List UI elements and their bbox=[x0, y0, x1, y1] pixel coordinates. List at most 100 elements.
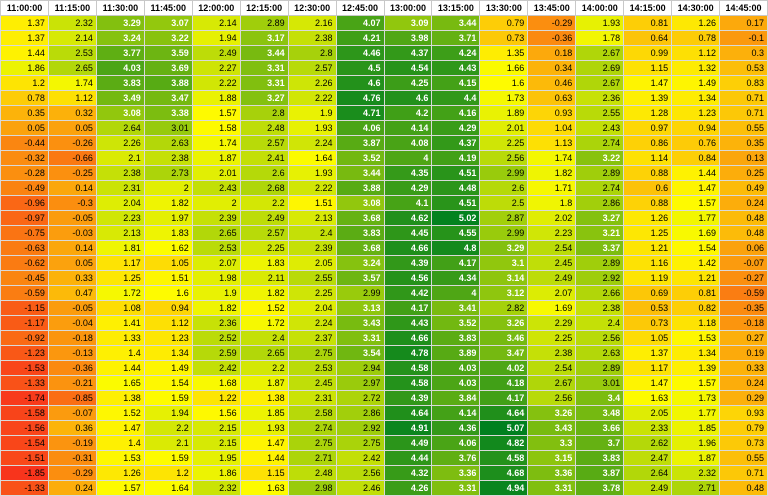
heatmap-cell: 3.78 bbox=[575, 480, 625, 496]
heatmap-cell: 4.24 bbox=[431, 45, 481, 61]
heatmap-cell: -0.1 bbox=[719, 30, 768, 46]
heatmap-cell: 3.57 bbox=[335, 270, 385, 286]
heatmap-cell: 1.2 bbox=[143, 465, 193, 481]
heatmap-cell: 2.4 bbox=[239, 330, 289, 346]
heatmap-cell: 4.1 bbox=[383, 195, 433, 211]
heatmap-cell: 2.75 bbox=[335, 435, 385, 451]
heatmap-cell: 2.36 bbox=[191, 315, 241, 331]
heatmap-cell: 1.54 bbox=[143, 375, 193, 391]
heatmap-cell: 1.65 bbox=[95, 375, 145, 391]
heatmap-cell: 3.52 bbox=[431, 315, 481, 331]
heatmap-cell: 0.19 bbox=[719, 345, 768, 361]
heatmap-cell: 2.89 bbox=[575, 165, 625, 181]
heatmap-cell: 0.97 bbox=[623, 120, 673, 136]
heatmap-cell: 2.29 bbox=[527, 315, 577, 331]
heatmap-cell: 1.64 bbox=[287, 150, 337, 166]
heatmap-cell: 3.31 bbox=[239, 60, 289, 76]
heatmap-cell: 2.26 bbox=[95, 135, 145, 151]
heatmap-cell: -1.17 bbox=[0, 315, 49, 331]
heatmap-cell: 2.89 bbox=[575, 255, 625, 271]
table-row: 1.2 1.74 3.83 3.88 2.22 3.31 2.26 4.6 4.25 4.15 1.… bbox=[0, 75, 768, 91]
heatmap-cell: 4.25 bbox=[383, 75, 433, 91]
column-header: 14:30:00 bbox=[671, 0, 721, 16]
heatmap-cell: 4.18 bbox=[479, 375, 529, 391]
heatmap-cell: 1.21 bbox=[623, 240, 673, 256]
heatmap-cell: 3.68 bbox=[335, 210, 385, 226]
heatmap-cell: -1.53 bbox=[0, 360, 49, 376]
heatmap-cell: 1.72 bbox=[239, 315, 289, 331]
heatmap-cell: 1.18 bbox=[671, 315, 721, 331]
heatmap-cell: 2.38 bbox=[575, 300, 625, 316]
heatmap-cell: 0.94 bbox=[143, 300, 193, 316]
heatmap-cell: 3.41 bbox=[431, 300, 481, 316]
heatmap-cell: 0.76 bbox=[671, 135, 721, 151]
heatmap-cell: 2.99 bbox=[479, 225, 529, 241]
heatmap-cell: 4.68 bbox=[479, 465, 529, 481]
heatmap-cell: 0.88 bbox=[623, 165, 673, 181]
heatmap-cell: 4.82 bbox=[479, 435, 529, 451]
heatmap-cell: 2.66 bbox=[575, 285, 625, 301]
heatmap-cell: 4.56 bbox=[383, 270, 433, 286]
heatmap-cell: 2.37 bbox=[287, 330, 337, 346]
table-row: -1.74 -0.85 1.38 1.59 1.22 1.38 2.31 2.72 4.39 3.… bbox=[0, 390, 768, 406]
heatmap-cell: 2.23 bbox=[527, 225, 577, 241]
heatmap-cell: 2.71 bbox=[671, 480, 721, 496]
heatmap-cell: 2.22 bbox=[191, 75, 241, 91]
heatmap-cell: -0.59 bbox=[719, 285, 768, 301]
heatmap-cell: 3.31 bbox=[431, 480, 481, 496]
heatmap-cell: 1.37 bbox=[0, 30, 49, 46]
heatmap-cell: 0.73 bbox=[479, 30, 529, 46]
heatmap-cell: 1.23 bbox=[671, 105, 721, 121]
heatmap-cell: 4.37 bbox=[383, 45, 433, 61]
heatmap-cell: 1.39 bbox=[623, 90, 673, 106]
table-row: -0.63 0.14 1.81 1.62 2.53 2.25 2.39 3.68 4.66 4.8… bbox=[0, 240, 768, 256]
heatmap-cell: -0.59 bbox=[0, 285, 49, 301]
heatmap-cell: 4.78 bbox=[383, 345, 433, 361]
heatmap-cell: 2.07 bbox=[191, 255, 241, 271]
heatmap-cell: 0.81 bbox=[623, 15, 673, 31]
heatmap-cell: 0.35 bbox=[719, 135, 768, 151]
heatmap-cell: 3.22 bbox=[575, 150, 625, 166]
heatmap-cell: 1.77 bbox=[671, 405, 721, 421]
heatmap-cell: 1.44 bbox=[95, 360, 145, 376]
heatmap-cell: 1.93 bbox=[575, 15, 625, 31]
heatmap-cell: 4.91 bbox=[383, 420, 433, 436]
heatmap-cell: 2.32 bbox=[191, 480, 241, 496]
heatmap-cell: 1.77 bbox=[671, 210, 721, 226]
table-row: -0.49 0.14 2.31 2 2.43 2.68 2.22 3.88 4.29 4.48 2.… bbox=[0, 180, 768, 196]
heatmap-cell: 2.49 bbox=[623, 480, 673, 496]
heatmap-cell: 3.7 bbox=[575, 435, 625, 451]
heatmap-cell: 2.32 bbox=[47, 15, 97, 31]
heatmap-cell: 2.04 bbox=[95, 195, 145, 211]
table-row: -1.33 -0.21 1.65 1.54 1.68 1.87 2.45 2.97 4.58 4.… bbox=[0, 375, 768, 391]
heatmap-cell: -0.07 bbox=[719, 255, 768, 271]
heatmap-cell: 1.23 bbox=[143, 330, 193, 346]
heatmap-cell: 2.01 bbox=[479, 120, 529, 136]
heatmap-cell: 3.71 bbox=[431, 30, 481, 46]
heatmap-cell: 2.46 bbox=[335, 480, 385, 496]
heatmap-cell: 3.44 bbox=[239, 45, 289, 61]
heatmap-cell: 1.93 bbox=[287, 120, 337, 136]
heatmap-cell: -0.19 bbox=[47, 435, 97, 451]
heatmap-cell: 2.07 bbox=[527, 285, 577, 301]
heatmap-cell: 1.51 bbox=[287, 195, 337, 211]
heatmap-cell: 2.26 bbox=[287, 75, 337, 91]
table-row: 1.86 2.65 4.03 3.69 2.27 3.31 2.57 4.5 4.54 4.43 1… bbox=[0, 60, 768, 76]
table-row: 0.05 0.05 2.64 3.01 1.58 2.48 1.93 4.06 4.14 4.29… bbox=[0, 120, 768, 136]
heatmap-cell: -0.18 bbox=[47, 330, 97, 346]
heatmap-cell: 2.53 bbox=[191, 240, 241, 256]
heatmap-cell: -0.25 bbox=[47, 165, 97, 181]
heatmap-cell: 3.47 bbox=[143, 90, 193, 106]
heatmap-cell: 2.82 bbox=[479, 300, 529, 316]
heatmap-cell: -0.44 bbox=[0, 135, 49, 151]
heatmap-cell: 2.99 bbox=[335, 285, 385, 301]
heatmap-cell: 2.92 bbox=[575, 270, 625, 286]
column-header: 14:45:00 bbox=[719, 0, 768, 16]
heatmap-cell: -0.63 bbox=[0, 240, 49, 256]
heatmap-cell: 4.66 bbox=[383, 330, 433, 346]
heatmap-cell: 1.25 bbox=[95, 270, 145, 286]
heatmap-cell: 2.53 bbox=[287, 360, 337, 376]
heatmap-cell: -1.15 bbox=[0, 300, 49, 316]
heatmap-cell: 0.25 bbox=[719, 165, 768, 181]
heatmap-cell: 4.14 bbox=[431, 405, 481, 421]
